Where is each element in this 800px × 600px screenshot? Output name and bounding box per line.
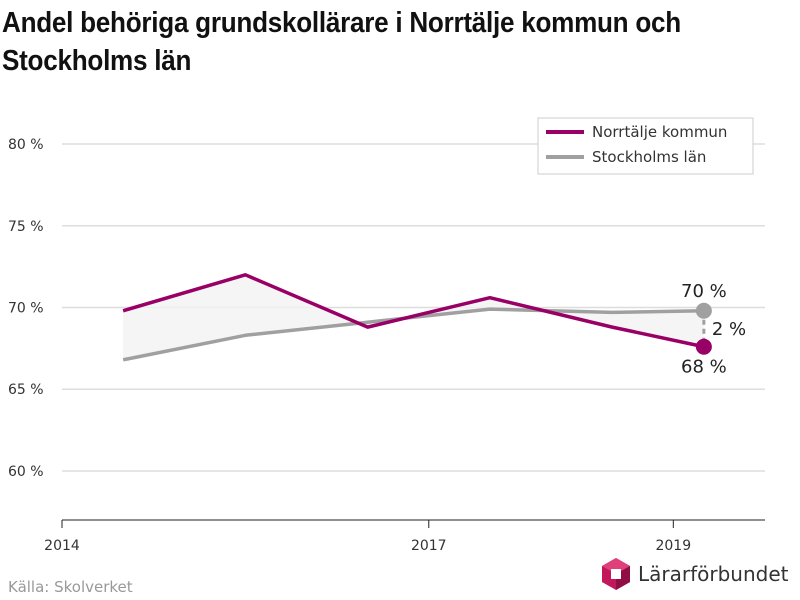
- y-tick-label: 70 %: [8, 301, 44, 317]
- legend-label-norrtalje: Norrtälje kommun: [592, 123, 727, 141]
- brand-logo: Lärarförbundet: [600, 556, 789, 592]
- end-markers: 70 % 68 % 2 %: [681, 281, 746, 378]
- difference-label: 2 %: [712, 319, 746, 340]
- y-tick-label: 65 %: [8, 382, 44, 398]
- chart-title: Andel behöriga grundskollärare i Norrtäl…: [2, 7, 681, 77]
- brand-logo-icon: [602, 558, 630, 590]
- end-point-norrtalje: [695, 338, 712, 355]
- end-label-stockholm: 70 %: [681, 281, 727, 302]
- y-tick-label: 75 %: [8, 219, 44, 235]
- legend-label-stockholm: Stockholms län: [592, 148, 706, 166]
- brand-logo-text: Lärarförbundet: [638, 562, 789, 586]
- end-point-stockholm: [695, 302, 712, 319]
- x-tick-label: 2014: [44, 538, 80, 554]
- y-axis-ticks: 60 % 65 % 70 % 75 % 80 %: [8, 137, 44, 480]
- source-note: Källa: Skolverket: [8, 578, 133, 596]
- legend-box: [537, 117, 754, 175]
- series-line-stockholm: [122, 307, 704, 362]
- x-tick-label: 2017: [411, 538, 447, 554]
- series-line-norrtalje: [122, 273, 705, 349]
- y-tick-label: 60 %: [8, 464, 44, 480]
- legend: Norrtälje kommun Stockholms län: [537, 117, 754, 175]
- x-tick-label: 2019: [655, 538, 691, 554]
- end-label-norrtalje: 68 %: [681, 357, 727, 378]
- y-tick-label: 80 %: [8, 137, 44, 153]
- series-lines: [122, 273, 705, 362]
- x-axis-ticks: 2014 2017 2019: [44, 520, 691, 554]
